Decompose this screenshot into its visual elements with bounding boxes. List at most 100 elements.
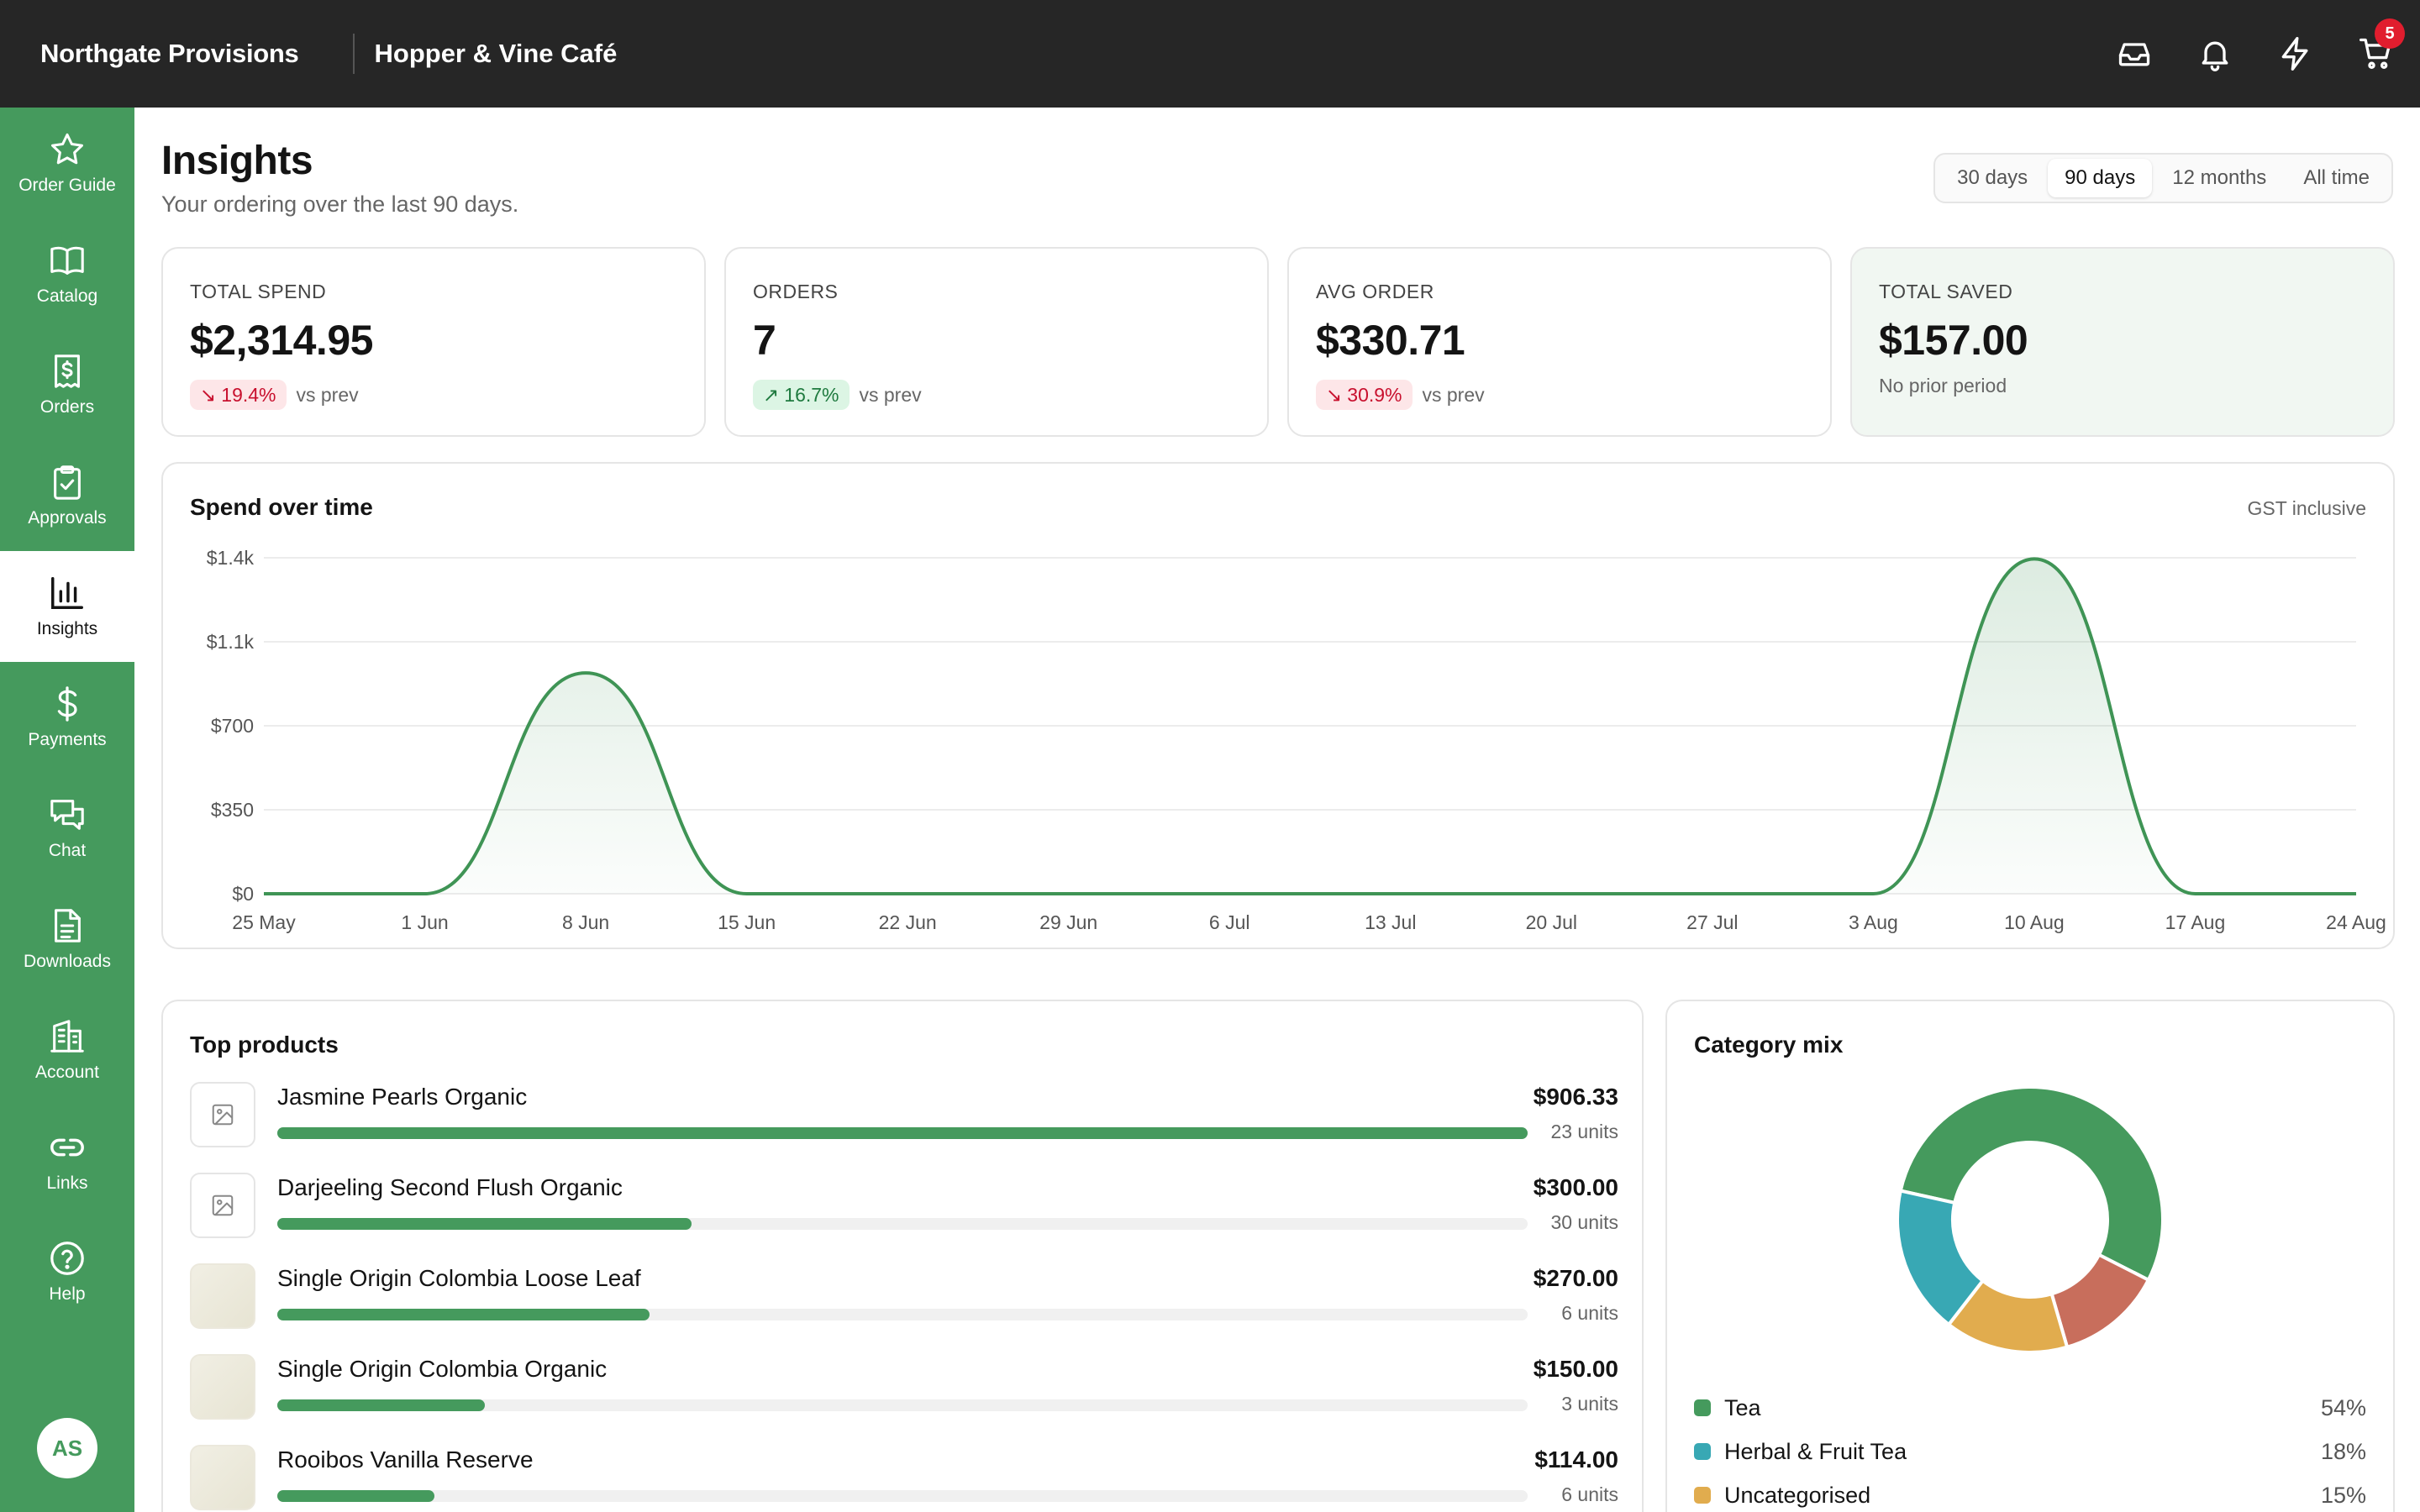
spend-point[interactable] <box>577 664 594 681</box>
main-content: Insights Your ordering over the last 90 … <box>134 108 2420 1512</box>
sidebar-item-links[interactable]: Links <box>0 1105 134 1216</box>
sidebar-item-label: Downloads <box>24 952 111 971</box>
sidebar-item-downloads[interactable]: Downloads <box>0 884 134 995</box>
product-name: Single Origin Colombia Organic <box>277 1356 608 1382</box>
category-mix-card: Category mix Tea 54% Herbal & Fruit Tea 18%… <box>1665 1000 2395 1512</box>
legend-item: Uncategorised 15% <box>1694 1478 2366 1512</box>
spend-point[interactable] <box>1543 885 1560 902</box>
range-90-days[interactable]: 90 days <box>2048 159 2153 197</box>
product-row[interactable]: Single Origin Colombia Organic $150.00 3 u… <box>190 1354 1618 1445</box>
range-all-time[interactable]: All time <box>2303 166 2370 189</box>
x-tick-label: 20 Jul <box>1526 911 1577 933</box>
kpi-footer: ↗ 16.7% vs prev <box>753 380 922 410</box>
product-row[interactable]: Single Origin Colombia Loose Leaf $270.00… <box>190 1263 1618 1354</box>
legend-label: Herbal & Fruit Tea <box>1724 1438 1907 1464</box>
change-suffix: vs prev <box>296 383 359 406</box>
legend-swatch <box>1694 1487 1711 1504</box>
product-units: 6 units <box>1561 1302 1618 1324</box>
change-value: 16.7% <box>784 383 839 406</box>
kpi-card-orders: ORDERS 7 ↗ 16.7% vs prev <box>724 247 1269 437</box>
spend-chart: $0 $350 $700 $1.1k $1.4k 25 May 1 Jun 8 Jun 15 J… <box>207 547 2386 933</box>
range-30-days[interactable]: 30 days <box>1957 166 2028 189</box>
image-placeholder-icon <box>190 1082 255 1147</box>
product-name: Rooibos Vanilla Reserve <box>277 1446 534 1473</box>
product-name: Darjeeling Second Flush Organic <box>277 1174 623 1200</box>
sidebar-item-order-guide[interactable]: Order Guide <box>0 108 134 218</box>
lightning-icon[interactable] <box>2277 35 2314 72</box>
spend-point[interactable] <box>1382 885 1399 902</box>
sidebar-item-insights[interactable]: Insights <box>0 551 134 662</box>
bell-icon[interactable] <box>2196 35 2233 72</box>
book-icon <box>50 246 84 275</box>
spend-point[interactable] <box>1865 885 1881 902</box>
arrow-down-right-icon: ↘ <box>200 383 217 406</box>
spend-chart-card: $0 $350 $700 $1.1k $1.4k 25 May 1 Jun 8 Jun 15 J… <box>161 462 2395 949</box>
product-spend-fill <box>277 1218 692 1230</box>
avatar[interactable]: AS <box>37 1418 97 1478</box>
sidebar-item-account[interactable]: Account <box>0 995 134 1105</box>
spend-point[interactable] <box>255 885 272 902</box>
category-mix-title: Category mix <box>1694 1032 1844 1058</box>
spend-point[interactable] <box>1060 885 1077 902</box>
product-row[interactable]: Rooibos Vanilla Reserve $114.00 6 units <box>190 1445 1618 1512</box>
sidebar-item-catalog[interactable]: Catalog <box>0 218 134 329</box>
inbox-icon[interactable] <box>2116 35 2153 72</box>
document-icon <box>55 909 81 942</box>
kpi-note: No prior period <box>1879 375 2007 396</box>
legend-label: Tea <box>1724 1394 1761 1420</box>
sidebar-item-label: Approvals <box>28 508 107 528</box>
spend-point[interactable] <box>899 885 916 902</box>
donut-slice[interactable] <box>1898 1085 2165 1283</box>
sidebar-item-label: Order Guide <box>18 176 116 195</box>
cart-icon[interactable]: 5 <box>2358 18 2405 72</box>
kpi-footer: ↘ 19.4% vs prev <box>190 380 359 410</box>
sidebar-item-label: Orders <box>39 397 95 417</box>
product-image <box>190 1263 255 1329</box>
kpi-value: $330.71 <box>1316 317 1465 364</box>
donut-slice[interactable] <box>1896 1189 1986 1327</box>
brand-name[interactable]: Northgate Provisions <box>40 39 299 68</box>
legend-swatch <box>1694 1399 1711 1416</box>
x-tick-label: 24 Aug <box>2326 911 2386 933</box>
change-badge: ↘ 30.9% <box>1316 380 1413 410</box>
spend-point[interactable] <box>2348 885 2365 902</box>
product-row[interactable]: Darjeeling Second Flush Organic $300.00 30… <box>190 1173 1618 1263</box>
venue-name[interactable]: Hopper & Vine Café <box>374 39 618 68</box>
product-price: $906.33 <box>1533 1084 1618 1110</box>
y-tick-label: $1.1k <box>207 631 255 653</box>
y-tick-label: $700 <box>211 715 254 737</box>
kpi-label: AVG ORDER <box>1316 281 1434 302</box>
spend-point[interactable] <box>2026 550 2043 567</box>
kpi-value: $157.00 <box>1879 317 2028 364</box>
range-12-months[interactable]: 12 months <box>2172 166 2267 189</box>
help-icon <box>50 1242 84 1275</box>
y-tick-label: $1.4k <box>207 547 255 569</box>
y-tick-label: $0 <box>232 883 254 905</box>
spend-point[interactable] <box>2186 885 2203 902</box>
product-price: $270.00 <box>1533 1265 1618 1291</box>
sidebar-item-approvals[interactable]: Approvals <box>0 440 134 551</box>
sidebar-item-payments[interactable]: Payments <box>0 662 134 773</box>
sidebar-item-help[interactable]: Help <box>0 1216 134 1327</box>
product-spend-fill <box>277 1309 650 1320</box>
sidebar-item-orders[interactable]: Orders <box>0 329 134 440</box>
product-name: Jasmine Pearls Organic <box>277 1084 528 1110</box>
chart-title: Spend over time <box>190 494 373 520</box>
spend-point[interactable] <box>739 885 755 902</box>
kpi-card-total-saved: TOTAL SAVED $157.00 No prior period <box>1850 247 2395 437</box>
spend-point[interactable] <box>417 885 434 902</box>
sidebar: Order Guide Catalog Orders Approvals Ins… <box>0 108 134 1512</box>
top-bar-divider <box>352 34 355 74</box>
spend-point[interactable] <box>1704 885 1721 902</box>
product-price: $150.00 <box>1533 1356 1618 1382</box>
product-row[interactable]: Jasmine Pearls Organic $906.33 23 units <box>190 1082 1618 1173</box>
bar-chart-icon <box>51 577 83 609</box>
sidebar-item-label: Links <box>46 1173 88 1193</box>
product-units: 23 units <box>1550 1121 1618 1142</box>
sidebar-item-chat[interactable]: Chat <box>0 773 134 884</box>
spend-line <box>263 557 2356 895</box>
x-tick-label: 29 Jun <box>1039 911 1097 933</box>
x-tick-label: 22 Jun <box>879 911 937 933</box>
product-spend-fill <box>277 1399 485 1411</box>
spend-point[interactable] <box>1221 885 1238 902</box>
